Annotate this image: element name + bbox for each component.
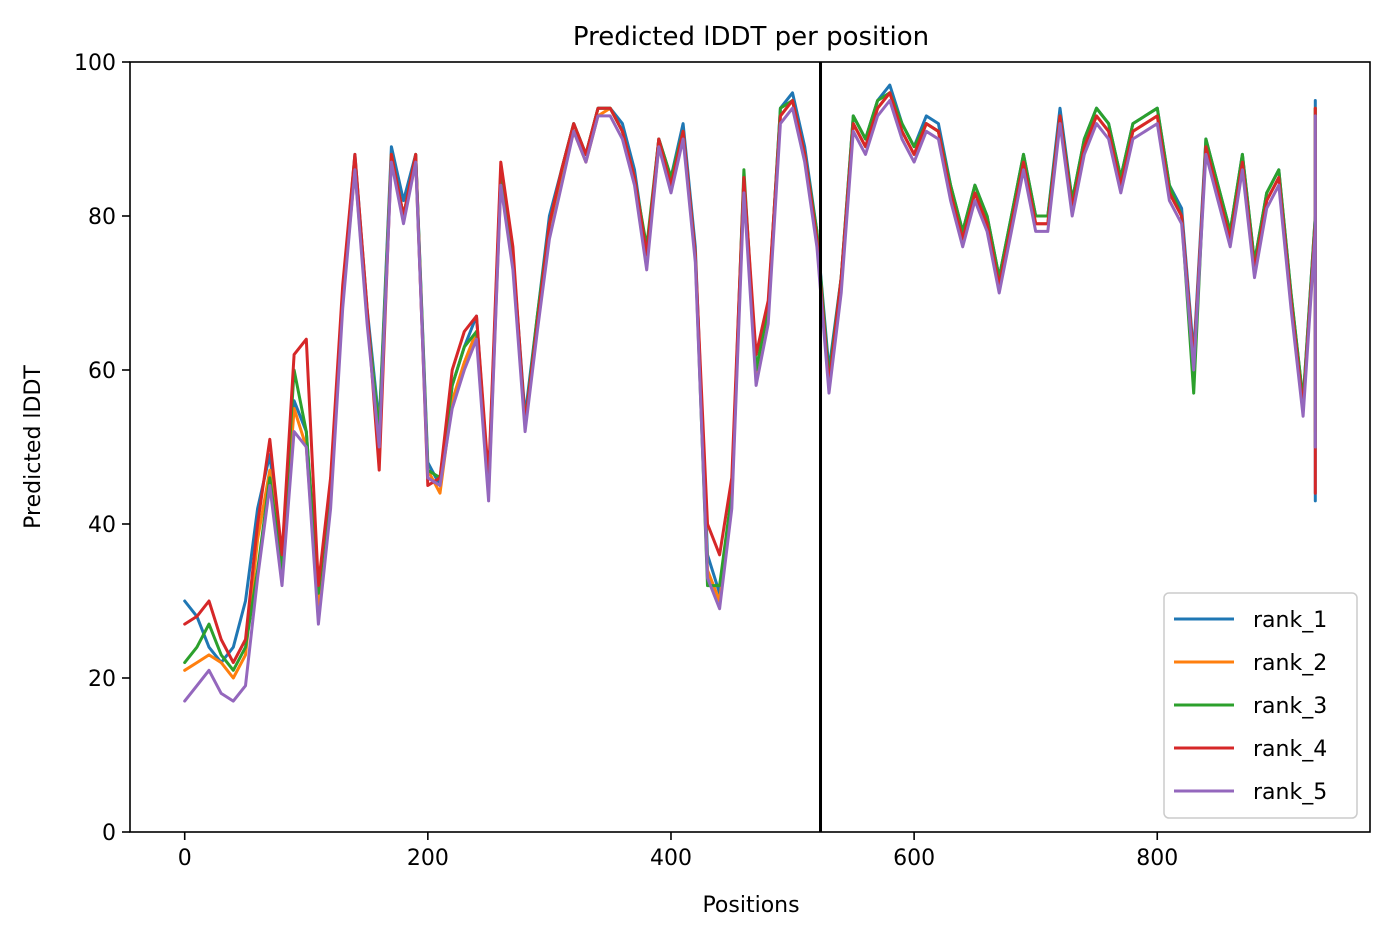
plot-frame <box>129 61 1371 833</box>
legend: rank_1 rank_2 rank_3 rank_4 rank_5 <box>1163 592 1358 819</box>
chart-title: Predicted lDDT per position <box>573 22 929 52</box>
x-axis-label: Positions <box>702 893 799 918</box>
x-tick-label: 800 <box>1136 846 1178 871</box>
y-tick-label: 100 <box>74 51 116 76</box>
y-tick-label: 0 <box>102 821 116 846</box>
y-tick-label: 80 <box>88 205 116 230</box>
x-axis: 0 200 400 600 800 <box>178 832 1178 871</box>
y-axis-label: Predicted lDDT <box>21 365 46 529</box>
legend-label-rank_3: rank_3 <box>1253 694 1327 719</box>
legend-label-rank_4: rank_4 <box>1253 737 1327 762</box>
y-tick-label: 40 <box>88 513 116 538</box>
x-tick-label: 200 <box>407 846 449 871</box>
series-line-rank_5 <box>183 99 1317 703</box>
plot-area <box>129 61 1371 833</box>
series-layer <box>183 83 1317 703</box>
x-tick-label: 0 <box>178 846 192 871</box>
y-tick-label: 20 <box>88 667 116 692</box>
y-axis: 0 20 40 60 80 100 <box>74 51 130 846</box>
legend-label-rank_5: rank_5 <box>1253 780 1327 805</box>
x-tick-label: 600 <box>893 846 935 871</box>
legend-label-rank_1: rank_1 <box>1253 608 1327 633</box>
legend-frame <box>1163 592 1358 819</box>
y-tick-label: 60 <box>88 359 116 384</box>
x-tick-label: 400 <box>650 846 692 871</box>
legend-label-rank_2: rank_2 <box>1253 651 1327 676</box>
